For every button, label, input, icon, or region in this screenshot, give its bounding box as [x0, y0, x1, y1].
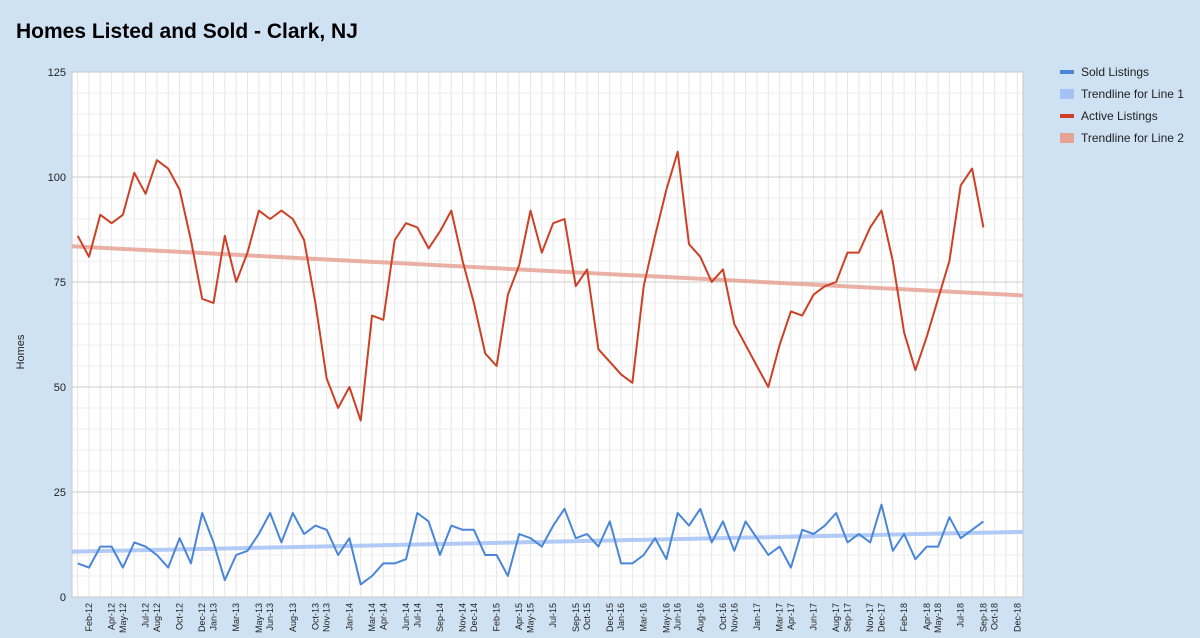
legend-item-sold-listings[interactable]: Sold Listings	[1060, 65, 1149, 79]
x-tick-label: Nov-16	[729, 603, 739, 632]
x-tick-label: Nov-14	[458, 603, 468, 632]
x-tick-label: Mar-13	[231, 603, 241, 632]
x-tick-label: Jun-17	[809, 603, 819, 631]
x-tick-label: Feb-15	[492, 603, 502, 632]
legend-swatch	[1060, 114, 1074, 118]
x-tick-label: Jul-14	[412, 603, 422, 628]
x-tick-label: Apr-18	[922, 603, 932, 630]
x-tick-label: Apr-12	[107, 603, 117, 630]
x-tick-label: Jan-13	[209, 603, 219, 631]
y-tick-label: 25	[54, 487, 66, 499]
x-tick-label: Apr-14	[378, 603, 388, 630]
x-tick-label: Sep-17	[843, 603, 853, 632]
x-tick-label: Aug-17	[831, 603, 841, 632]
x-tick-label: Feb-18	[899, 603, 909, 632]
x-tick-label: Mar-16	[639, 603, 649, 632]
x-tick-label: Jun-14	[401, 603, 411, 631]
chart-title: Homes Listed and Sold - Clark, NJ	[16, 20, 358, 43]
x-tick-label: Oct-16	[718, 603, 728, 630]
x-tick-label: Feb-12	[84, 603, 94, 632]
legend-item-trendline-for-line-1[interactable]: Trendline for Line 1	[1060, 87, 1184, 101]
y-tick-label: 75	[54, 277, 66, 289]
active-listings-line	[76, 150, 985, 422]
plot-border	[71, 71, 1024, 598]
x-tick-label: Jan-14	[344, 603, 354, 631]
x-tick-label: Oct-12	[175, 603, 185, 630]
y-axis-label: Homes	[15, 334, 27, 369]
x-tick-label: Jul-12	[141, 603, 151, 628]
x-tick-label: Apr-15	[514, 603, 524, 630]
x-tick-label: Dec-15	[605, 603, 615, 632]
x-tick-label: Jun-16	[673, 603, 683, 631]
legend-label: Trendline for Line 2	[1081, 131, 1184, 145]
x-tick-label: Jan-16	[616, 603, 626, 631]
y-tick-labels: 0 25 50 75 100 125	[48, 67, 66, 604]
x-tick-label: May-18	[933, 603, 943, 633]
x-tick-label: Dec-12	[197, 603, 207, 632]
legend[interactable]: Sold Listings Trendline for Line 1 Active …	[1060, 65, 1184, 145]
x-tick-label: Nov-17	[865, 603, 875, 632]
legend-swatch	[1060, 133, 1074, 143]
trendline-for-line-2-line	[71, 244, 1024, 298]
x-tick-label: May-15	[526, 603, 536, 633]
x-tick-label: Jun-13	[265, 603, 275, 631]
x-tick-label: Dec-14	[469, 603, 479, 632]
x-tick-label: May-12	[118, 603, 128, 633]
legend-label: Trendline for Line 1	[1081, 87, 1184, 101]
sold-listings-line	[77, 503, 984, 586]
x-tick-label: Aug-13	[288, 603, 298, 632]
x-tick-label: Nov-13	[322, 603, 332, 632]
x-tick-label: Oct-13	[310, 603, 320, 630]
trendline-for-line-1-line	[71, 529, 1024, 554]
y-tick-label: 125	[48, 67, 66, 79]
legend-label: Sold Listings	[1081, 65, 1149, 79]
x-tick-label: Dec-18	[1012, 603, 1022, 632]
x-tick-label: Sep-15	[571, 603, 581, 632]
legend-label: Active Listings	[1081, 109, 1158, 123]
x-tick-label: May-16	[661, 603, 671, 633]
x-tick-labels: Feb-12 Apr-12 May-12 Jul-12 Aug-12 Oct-12 Dec-…	[84, 603, 1022, 633]
series-layer	[71, 150, 1024, 586]
y-tick-label: 0	[60, 592, 66, 604]
x-tick-label: Jul-15	[548, 603, 558, 628]
grid-minor	[72, 72, 1023, 597]
legend-swatch	[1060, 70, 1074, 74]
grid-major	[71, 71, 1024, 598]
x-tick-label: Jan-17	[752, 603, 762, 631]
x-tick-label: Aug-16	[695, 603, 705, 632]
x-tick-label: Apr-17	[786, 603, 796, 630]
y-tick-label: 50	[54, 382, 66, 394]
x-tick-label: Oct-15	[582, 603, 592, 630]
x-tick-label: Jul-18	[956, 603, 966, 628]
legend-item-active-listings[interactable]: Active Listings	[1060, 109, 1158, 123]
y-tick-label: 100	[48, 172, 66, 184]
legend-swatch	[1060, 89, 1074, 99]
x-tick-label: Sep-14	[435, 603, 445, 632]
x-tick-label: Aug-12	[152, 603, 162, 632]
legend-item-trendline-for-line-2[interactable]: Trendline for Line 2	[1060, 131, 1184, 145]
x-tick-label: Dec-17	[876, 603, 886, 632]
x-tick-label: Sep-18	[978, 603, 988, 632]
plot-area	[72, 72, 1023, 597]
x-tick-label: May-13	[254, 603, 264, 633]
x-tick-label: Oct-18	[990, 603, 1000, 630]
x-tick-label: Mar-14	[367, 603, 377, 632]
x-tick-label: Mar-17	[775, 603, 785, 632]
